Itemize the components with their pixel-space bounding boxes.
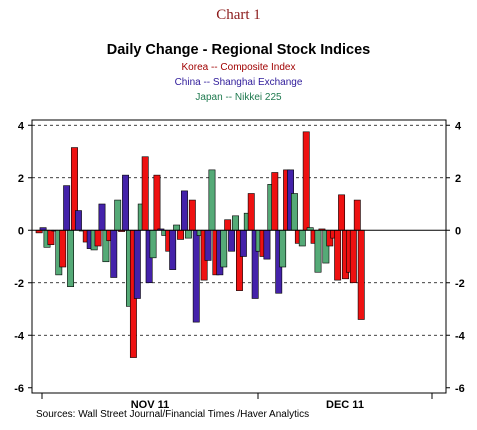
bar-china [192,229,200,323]
bar-china [181,190,188,231]
bar-china [74,210,82,231]
y-tick-label-left: 2 [18,173,24,185]
x-tick-label-nov: NOV 11 [131,399,170,411]
bar-china [204,229,212,261]
y-tick-label-right: -2 [455,278,465,290]
x-tick-label-dec: DEC 11 [326,399,364,411]
bar-japan [291,193,298,231]
bar-korea [247,193,255,231]
bar-korea [224,219,232,231]
bar-japan [208,169,216,231]
bar-japan [173,224,181,231]
bar-korea [349,229,357,284]
bar-korea [338,194,346,231]
chart-number: Chart 1 [216,7,261,23]
bar-korea [59,229,67,268]
bar-korea [302,131,310,231]
bar-japan [114,199,122,231]
bar-korea [94,229,102,247]
bar-japan [220,229,228,268]
bar-china [98,203,106,231]
chart-title: Daily Change - Regional Stock Indices [106,42,371,58]
y-tick-label-right: -4 [455,330,466,342]
bar-korea [271,172,279,231]
bar-china [110,229,118,278]
bar-japan [67,229,75,287]
bar-korea [353,199,361,231]
legend-japan: Japan -- Nikkei 225 [195,92,282,103]
y-tick-label-right: -6 [455,383,465,395]
bar-japan [298,229,306,247]
bar-korea [141,156,149,231]
bar-korea [47,229,55,245]
bar-korea [357,229,365,320]
bar-korea [188,199,196,231]
y-tick-label-right: 0 [455,225,461,237]
bar-korea [177,229,184,240]
plot-frame [31,119,447,394]
y-tick-label-left: -4 [14,330,25,342]
bar-japan [232,215,239,231]
y-tick-label-left: 0 [18,225,24,237]
source-note: Sources: Wall Street Journal/Financial T… [36,409,310,420]
legend-china: China -- Shanghai Exchange [174,77,303,88]
bar-china [63,185,71,231]
bars [35,131,365,358]
bar-japan [184,229,192,239]
bar-japan [149,229,157,259]
bar-china [263,229,271,260]
y-tick-label-left: 4 [18,120,25,132]
legend-korea: Korea -- Composite Index [181,62,296,73]
bar-china [169,229,177,270]
axes: -6 -6 -4 -4 -2 -2 0 0 2 2 4 4 NOV 11 DEC 11 [14,119,466,411]
bar-korea [334,229,342,281]
bar-japan [314,229,322,273]
y-tick-label-left: -6 [14,383,24,395]
bar-china [133,229,141,299]
bar-china [228,229,236,252]
bar-china [239,229,247,257]
y-tick-label-right: 2 [455,173,461,185]
y-tick-label-left: -2 [14,278,24,290]
y-tick-label-right: 4 [455,120,462,132]
bar-korea [153,174,161,231]
bar-japan [279,229,287,268]
bar-china [122,174,129,231]
